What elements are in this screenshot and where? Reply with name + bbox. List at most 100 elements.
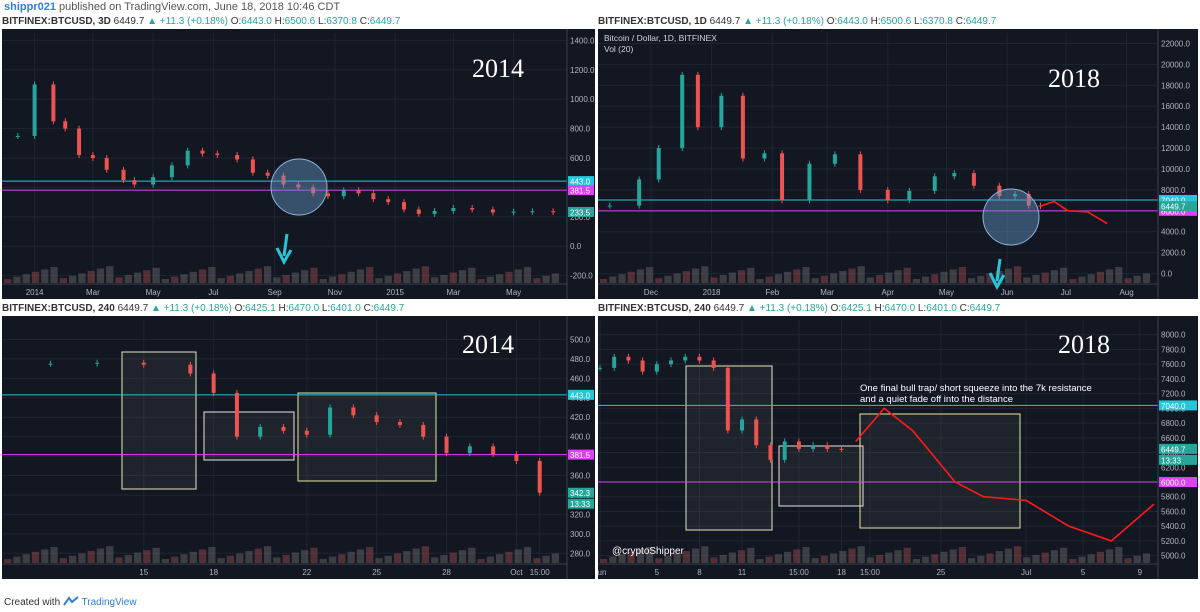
volume-bar: [106, 266, 114, 283]
volume-bar: [301, 270, 309, 283]
chart-canvas[interactable]: 7040.0 6000.0 8000.0 7800.0 7600.0 7400.0 7200…: [598, 316, 1198, 579]
volume-bar: [1060, 547, 1068, 563]
chart-panel-3[interactable]: BITFINEX:BTCUSD, 240 6449.7 ▲ +11.3 (+0.…: [2, 301, 595, 579]
volume-bar: [375, 558, 383, 563]
volume-bar: [208, 267, 216, 283]
volume-bar: [496, 554, 504, 563]
volume-bar: [1004, 548, 1012, 563]
volume-bar: [1096, 551, 1104, 563]
y-tick-label: 1200.0: [570, 66, 595, 75]
change-label: ▲ +11.3 (+0.18%): [743, 16, 824, 27]
volume-bar: [68, 555, 77, 563]
volume-bar: [1004, 268, 1012, 283]
volume-bar: [273, 557, 281, 563]
volume-bar: [912, 279, 920, 283]
chart-panel-2[interactable]: BITFINEX:BTCUSD, 1D 6449.7 ▲ +11.3 (+0.1…: [598, 14, 1198, 299]
candle-point: [907, 190, 912, 201]
candle-point: [325, 193, 330, 197]
chart-canvas[interactable]: 443.0381.51400.01200.01000.0800.0600.040…: [2, 29, 595, 299]
candle-point: [250, 159, 255, 173]
range-box-1: [121, 351, 197, 490]
volume-bar: [477, 559, 485, 563]
volume-bar: [986, 273, 994, 283]
last-price-tag: [568, 206, 594, 217]
x-tick-label: 5: [1081, 568, 1086, 577]
x-tick-label: 8: [697, 568, 702, 577]
chart-canvas[interactable]: 443.0381.5500.0480.0460.0440.0420.0400.0…: [2, 316, 595, 579]
volume-bar: [366, 267, 374, 283]
candle-point: [511, 211, 516, 213]
volume-bar: [1087, 274, 1095, 283]
volume-bar: [96, 548, 105, 563]
candle-point: [695, 74, 700, 128]
last-price-label: 6449.7: [1161, 203, 1186, 212]
x-tick-label: 25: [936, 568, 945, 577]
volume-bar: [133, 552, 142, 563]
volume-bar: [646, 547, 654, 563]
price-label: 6449.7: [706, 16, 744, 27]
y-tick-label: 7200.0: [1161, 390, 1186, 399]
y-tick-label: 16000.0: [1161, 102, 1190, 111]
volume-bar: [618, 274, 626, 283]
chart-panel-1[interactable]: BITFINEX:BTCUSD, 3D 6449.7 ▲ +11.3 (+0.1…: [2, 14, 595, 299]
x-tick-label: 18: [209, 568, 218, 577]
x-tick-label: 15:00: [530, 568, 551, 577]
candle-point: [104, 158, 109, 170]
volume-bar: [728, 272, 736, 283]
close-value: 6449.7: [965, 16, 997, 27]
volume-bar: [903, 547, 911, 563]
volume-bar: [1060, 267, 1068, 283]
volume-bar: [384, 555, 392, 563]
y-tick-label: 6200.0: [1161, 463, 1186, 472]
candle-point: [740, 419, 745, 431]
volume-bar: [774, 554, 782, 563]
volume-bar: [977, 555, 985, 563]
candle-point: [351, 407, 356, 416]
y-tick-label: 500.0: [570, 335, 591, 344]
volume-bar: [1142, 553, 1150, 563]
volume-bar: [848, 548, 856, 563]
low-value: 6370.8: [326, 16, 357, 27]
y-tick-label: 7600.0: [1161, 360, 1186, 369]
volume-bar: [180, 274, 188, 283]
candle-point: [234, 392, 239, 437]
y-tick-label: 1400.0: [570, 36, 595, 45]
open-key: O:: [227, 16, 242, 27]
volume-bar: [738, 550, 746, 563]
volume-bar: [839, 271, 847, 283]
annotation-text: One final bull trap/ short squeeze into …: [860, 383, 1092, 394]
chart-panel-4[interactable]: BITFINEX:BTCUSD, 240 6449.7 ▲ +11.3 (+0.…: [598, 301, 1198, 579]
volume-bar: [968, 278, 976, 283]
volume-bar: [412, 548, 420, 563]
y-axis-bg: [567, 29, 595, 299]
volume-bar: [977, 275, 985, 283]
volume-bar: [931, 554, 939, 563]
candle-point: [211, 373, 216, 393]
volume-bar: [542, 555, 550, 563]
volume-bar: [263, 546, 272, 563]
level-tag-label: 443.0: [570, 391, 591, 400]
candle-point: [1013, 194, 1018, 197]
candle-point: [952, 173, 957, 177]
low-key: L:: [911, 16, 923, 27]
volume-bar: [87, 551, 95, 563]
candle-point: [296, 184, 301, 188]
down-arrow-icon: [282, 233, 289, 257]
author-link[interactable]: shippr021: [4, 1, 56, 13]
x-tick-label: Nov: [328, 288, 342, 297]
footer-brand[interactable]: TradingView: [81, 597, 137, 608]
x-tick-label: 22: [302, 568, 311, 577]
last-price-tag: [568, 487, 594, 498]
volume-bar: [551, 273, 559, 283]
chart-canvas[interactable]: 7040.0 6000.0 22000.0 20000.0 18000.0 16000.0…: [598, 29, 1198, 299]
volume-bar: [551, 553, 559, 563]
x-tick-label: Jul: [1021, 568, 1031, 577]
candle-point: [185, 150, 190, 166]
y-tick-label: 8000.0: [1161, 331, 1186, 340]
y-tick-label: 400.0: [570, 433, 591, 442]
candle-point: [612, 356, 617, 368]
volume-bar: [41, 269, 49, 283]
volume-bar: [384, 275, 392, 283]
y-tick-label: 20000.0: [1161, 60, 1190, 69]
volume-bar: [1124, 278, 1132, 283]
